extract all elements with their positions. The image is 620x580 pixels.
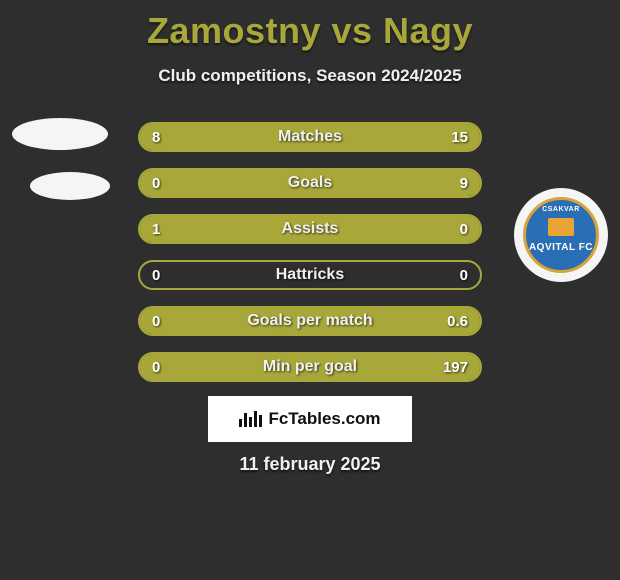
stat-label: Hattricks	[140, 262, 480, 288]
ellipse-shape	[30, 172, 110, 200]
stats-container: 815Matches 09Goals 10Assists 00Hattricks 00.…	[138, 122, 482, 398]
stat-label: Matches	[140, 124, 480, 150]
stat-row: 815Matches	[138, 122, 482, 152]
player-right-badge: CSAKVAR AQVITAL FC	[514, 188, 608, 282]
fctables-icon	[239, 411, 262, 427]
stat-row: 0197Min per goal	[138, 352, 482, 382]
club-box-shape	[548, 218, 574, 236]
stat-label: Goals	[140, 170, 480, 196]
club-logo: CSAKVAR AQVITAL FC	[514, 188, 608, 282]
footer-text: FcTables.com	[268, 409, 380, 429]
stat-label: Min per goal	[140, 354, 480, 380]
subtitle: Club competitions, Season 2024/2025	[0, 66, 620, 86]
footer-attribution: FcTables.com	[208, 396, 412, 442]
stat-row: 00Hattricks	[138, 260, 482, 290]
club-top-text: CSAKVAR	[542, 206, 580, 213]
ellipse-shape	[12, 118, 108, 150]
stat-row: 09Goals	[138, 168, 482, 198]
date-text: 11 february 2025	[0, 454, 620, 475]
stat-label: Goals per match	[140, 308, 480, 334]
club-mid-text: AQVITAL FC	[529, 242, 593, 253]
stat-row: 00.6Goals per match	[138, 306, 482, 336]
stat-row: 10Assists	[138, 214, 482, 244]
stat-label: Assists	[140, 216, 480, 242]
page-title: Zamostny vs Nagy	[0, 0, 620, 52]
player-left-badge	[12, 118, 110, 200]
